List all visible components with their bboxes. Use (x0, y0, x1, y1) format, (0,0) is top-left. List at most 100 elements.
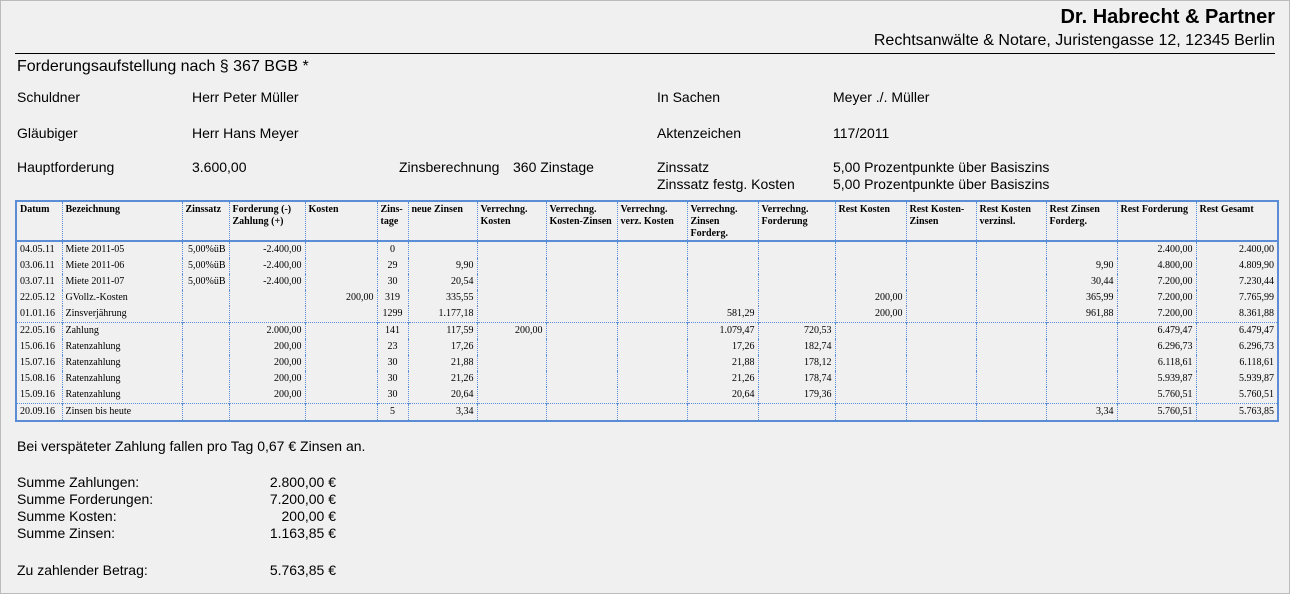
table-cell: Zinsverjährung (61, 306, 182, 323)
table-cell (1045, 241, 1117, 258)
table-cell: 29 (376, 258, 408, 274)
table-cell (616, 258, 687, 274)
table-cell: 30 (376, 355, 408, 371)
table-cell (905, 403, 976, 421)
table-cell: 15.06.16 (15, 339, 62, 355)
table-cell (181, 306, 229, 323)
column-header: Rest Kosten verzinsl. (975, 201, 1046, 242)
table-cell: Ratenzahlung (61, 371, 182, 387)
aktenzeichen-value: 117/2011 (833, 125, 890, 141)
table-cell (834, 355, 906, 371)
table-row: 15.06.16 Ratenzahlung 200,00 23 17,26 17,26 18… (15, 339, 1278, 355)
table-cell: 1.177,18 (407, 306, 477, 323)
table-cell: 21,26 (407, 371, 477, 387)
table-cell: 03.07.11 (15, 274, 62, 290)
table-cell: 5.939,87 (1195, 371, 1278, 387)
table-cell (304, 387, 377, 404)
table-row: 15.08.16 Ratenzahlung 200,00 30 21,26 21,26 17… (15, 371, 1278, 387)
table-cell: 6.479,47 (1116, 322, 1196, 339)
table-cell (616, 322, 687, 339)
table-cell (181, 355, 229, 371)
table-cell (616, 290, 687, 306)
table-cell (1045, 322, 1117, 339)
summary-label: Summe Forderungen: (17, 491, 154, 507)
table-cell: 6.118,61 (1195, 355, 1278, 371)
column-header: Kosten (304, 201, 377, 242)
table-cell (686, 403, 758, 421)
table-cell: Zahlung (61, 322, 182, 339)
table-cell (975, 339, 1046, 355)
table-cell (975, 258, 1046, 274)
table-cell: 30 (376, 371, 408, 387)
table-cell: 30 (376, 387, 408, 404)
table-cell (616, 387, 687, 404)
table-cell (905, 290, 976, 306)
table-cell: 5,00%üB (181, 258, 229, 274)
table-cell: -2.400,00 (228, 274, 305, 290)
table-cell: Miete 2011-07 (61, 274, 182, 290)
column-header: Zins-tage (376, 201, 408, 242)
table-cell (476, 274, 546, 290)
table-cell (834, 403, 906, 421)
column-header: Rest Kosten (834, 201, 906, 242)
column-header: Verrechng. Kosten (476, 201, 546, 242)
table-cell (616, 339, 687, 355)
schuldner-label: Schuldner (17, 89, 81, 105)
table-row: 15.09.16 Ratenzahlung 200,00 30 20,64 20,64 17… (15, 387, 1278, 404)
table-cell (905, 387, 976, 404)
table-cell: 720,53 (757, 322, 835, 339)
table-row: 01.01.16 Zinsverjährung 1299 1.177,18 581,29… (15, 306, 1278, 323)
table-cell: 17,26 (686, 339, 758, 355)
table-cell (181, 322, 229, 339)
table-cell (834, 241, 906, 258)
table-cell (304, 241, 377, 258)
column-header: Datum (15, 201, 62, 242)
table-cell (545, 403, 617, 421)
schuldner-value: Herr Peter Müller (192, 89, 299, 105)
table-cell: 7.200,00 (1116, 274, 1196, 290)
column-header: Rest Forderung (1116, 201, 1196, 242)
table-cell: 21,88 (407, 355, 477, 371)
table-cell (304, 306, 377, 323)
table-cell: 01.01.16 (15, 306, 62, 323)
table-cell: 20.09.16 (15, 403, 62, 421)
summary-value: 2.800,00 € (269, 474, 336, 490)
table-cell (228, 403, 305, 421)
table-row: 20.09.16 Zinsen bis heute 5 3,34 3,34 5.760,5… (15, 403, 1278, 421)
table-cell: 335,55 (407, 290, 477, 306)
table-cell (975, 322, 1046, 339)
table-cell: 7.200,00 (1116, 306, 1196, 323)
column-header: Zinssatz (181, 201, 229, 242)
table-cell (834, 371, 906, 387)
table-cell (905, 274, 976, 290)
interest-note: Bei verspäteter Zahlung fallen pro Tag 0… (17, 438, 366, 454)
table-cell (1045, 371, 1117, 387)
table-cell: 7.230,44 (1195, 274, 1278, 290)
table-cell: Miete 2011-06 (61, 258, 182, 274)
table-cell: 200,00 (228, 371, 305, 387)
summary-value: 200,00 € (281, 508, 337, 524)
table-cell (834, 387, 906, 404)
table-cell (616, 241, 687, 258)
table-cell (545, 355, 617, 371)
table-cell: 178,74 (757, 371, 835, 387)
table-cell (545, 258, 617, 274)
table-cell: 22.05.16 (15, 322, 62, 339)
zinsberechnung-label: Zinsberechnung (399, 159, 500, 175)
zinssatz-label: Zinssatz (657, 159, 710, 175)
table-row: 03.06.11 Miete 2011-06 5,00%üB -2.400,00 29 9… (15, 258, 1278, 274)
table-cell (476, 387, 546, 404)
table-cell: 20,64 (407, 387, 477, 404)
table-cell: 200,00 (304, 290, 377, 306)
table-cell: 200,00 (476, 322, 546, 339)
zinsberechnung-value: 360 Zinstage (513, 159, 594, 175)
page-title: Forderungsaufstellung nach § 367 BGB * (17, 58, 309, 75)
table-cell (686, 258, 758, 274)
table-cell: 15.07.16 (15, 355, 62, 371)
zinssatz-value: 5,00 Prozentpunkte über Basiszins (833, 159, 1050, 175)
table-cell: 21,26 (686, 371, 758, 387)
table-cell (834, 274, 906, 290)
table-row: 03.07.11 Miete 2011-07 5,00%üB -2.400,00 30 2… (15, 274, 1278, 290)
table-cell (686, 241, 758, 258)
table-cell: 7.765,99 (1195, 290, 1278, 306)
